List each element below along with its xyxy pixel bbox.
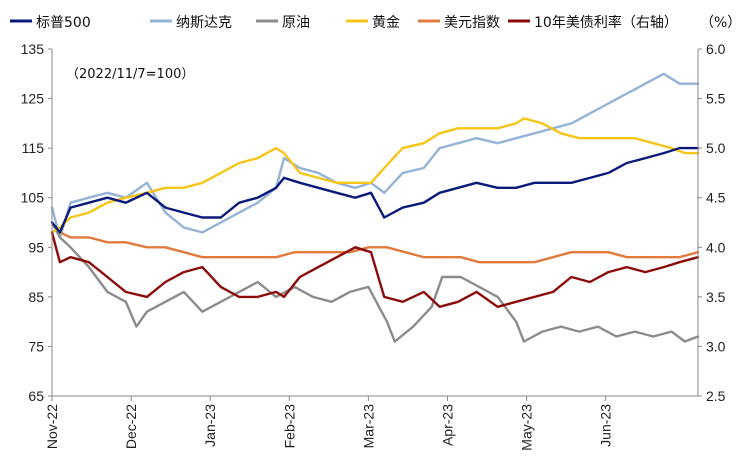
y-right-tick-label: 4.5 <box>706 190 726 206</box>
x-tick-label: Dec-22 <box>123 404 139 449</box>
y-left-tick-label: 135 <box>21 41 45 57</box>
x-tick-label: Jun-23 <box>598 404 614 447</box>
x-tick-label: Jan-23 <box>202 404 218 447</box>
y-right-tick-label: 5.0 <box>706 140 726 156</box>
legend-label: 美元指数 <box>444 15 500 31</box>
y-left-tick-label: 125 <box>21 91 45 107</box>
series-line-1 <box>50 146 700 234</box>
legend-label: 纳斯达克 <box>176 15 232 31</box>
legend: 标普500 纳斯达克 原油 黄金 美元指数 10年美债利率（右轴） <box>10 14 678 31</box>
series-line-4 <box>50 117 700 234</box>
y-left-tick-label: 105 <box>21 190 45 206</box>
x-tick-label: Nov-22 <box>44 404 60 449</box>
right-axis-unit-label: （%） <box>700 15 741 31</box>
base-date-annotation: （2022/11/7=100） <box>66 67 194 82</box>
x-tick-label: Apr-23 <box>440 404 456 446</box>
series-line-3 <box>50 221 700 343</box>
legend-label: 10年美债利率（右轴） <box>534 14 678 31</box>
y-left-tick-label: 65 <box>28 388 44 404</box>
y-right-tick-label: 3.0 <box>706 338 726 354</box>
y-right-tick-label: 2.5 <box>706 388 726 404</box>
series-line-5 <box>50 221 700 264</box>
series-layer <box>50 72 700 343</box>
x-tick-label: May-23 <box>519 404 535 451</box>
series-line-6 <box>50 231 700 308</box>
y-right-tick-label: 6.0 <box>706 41 726 57</box>
axes-layer: 135 125 115 105 95 85 75 65 6.0 5.5 5.0 4.5 4.0 3.5 3.… <box>21 41 726 451</box>
legend-label: 标普500 <box>36 15 91 31</box>
y-right-tick-label: 4.0 <box>706 239 726 255</box>
y-right-tick-label: 3.5 <box>706 289 726 305</box>
y-left-tick-label: 95 <box>28 239 44 255</box>
y-right-tick-label: 5.5 <box>706 91 726 107</box>
y-left-tick-label: 115 <box>22 140 45 156</box>
legend-label: 黄金 <box>372 14 400 31</box>
series-line-2 <box>50 72 700 239</box>
legend-label: 原油 <box>282 15 310 31</box>
y-left-tick-label: 85 <box>28 289 44 305</box>
x-tick-label: Feb-23 <box>281 404 297 449</box>
x-tick-label: Mar-23 <box>360 404 376 449</box>
y-left-tick-label: 75 <box>28 338 44 354</box>
